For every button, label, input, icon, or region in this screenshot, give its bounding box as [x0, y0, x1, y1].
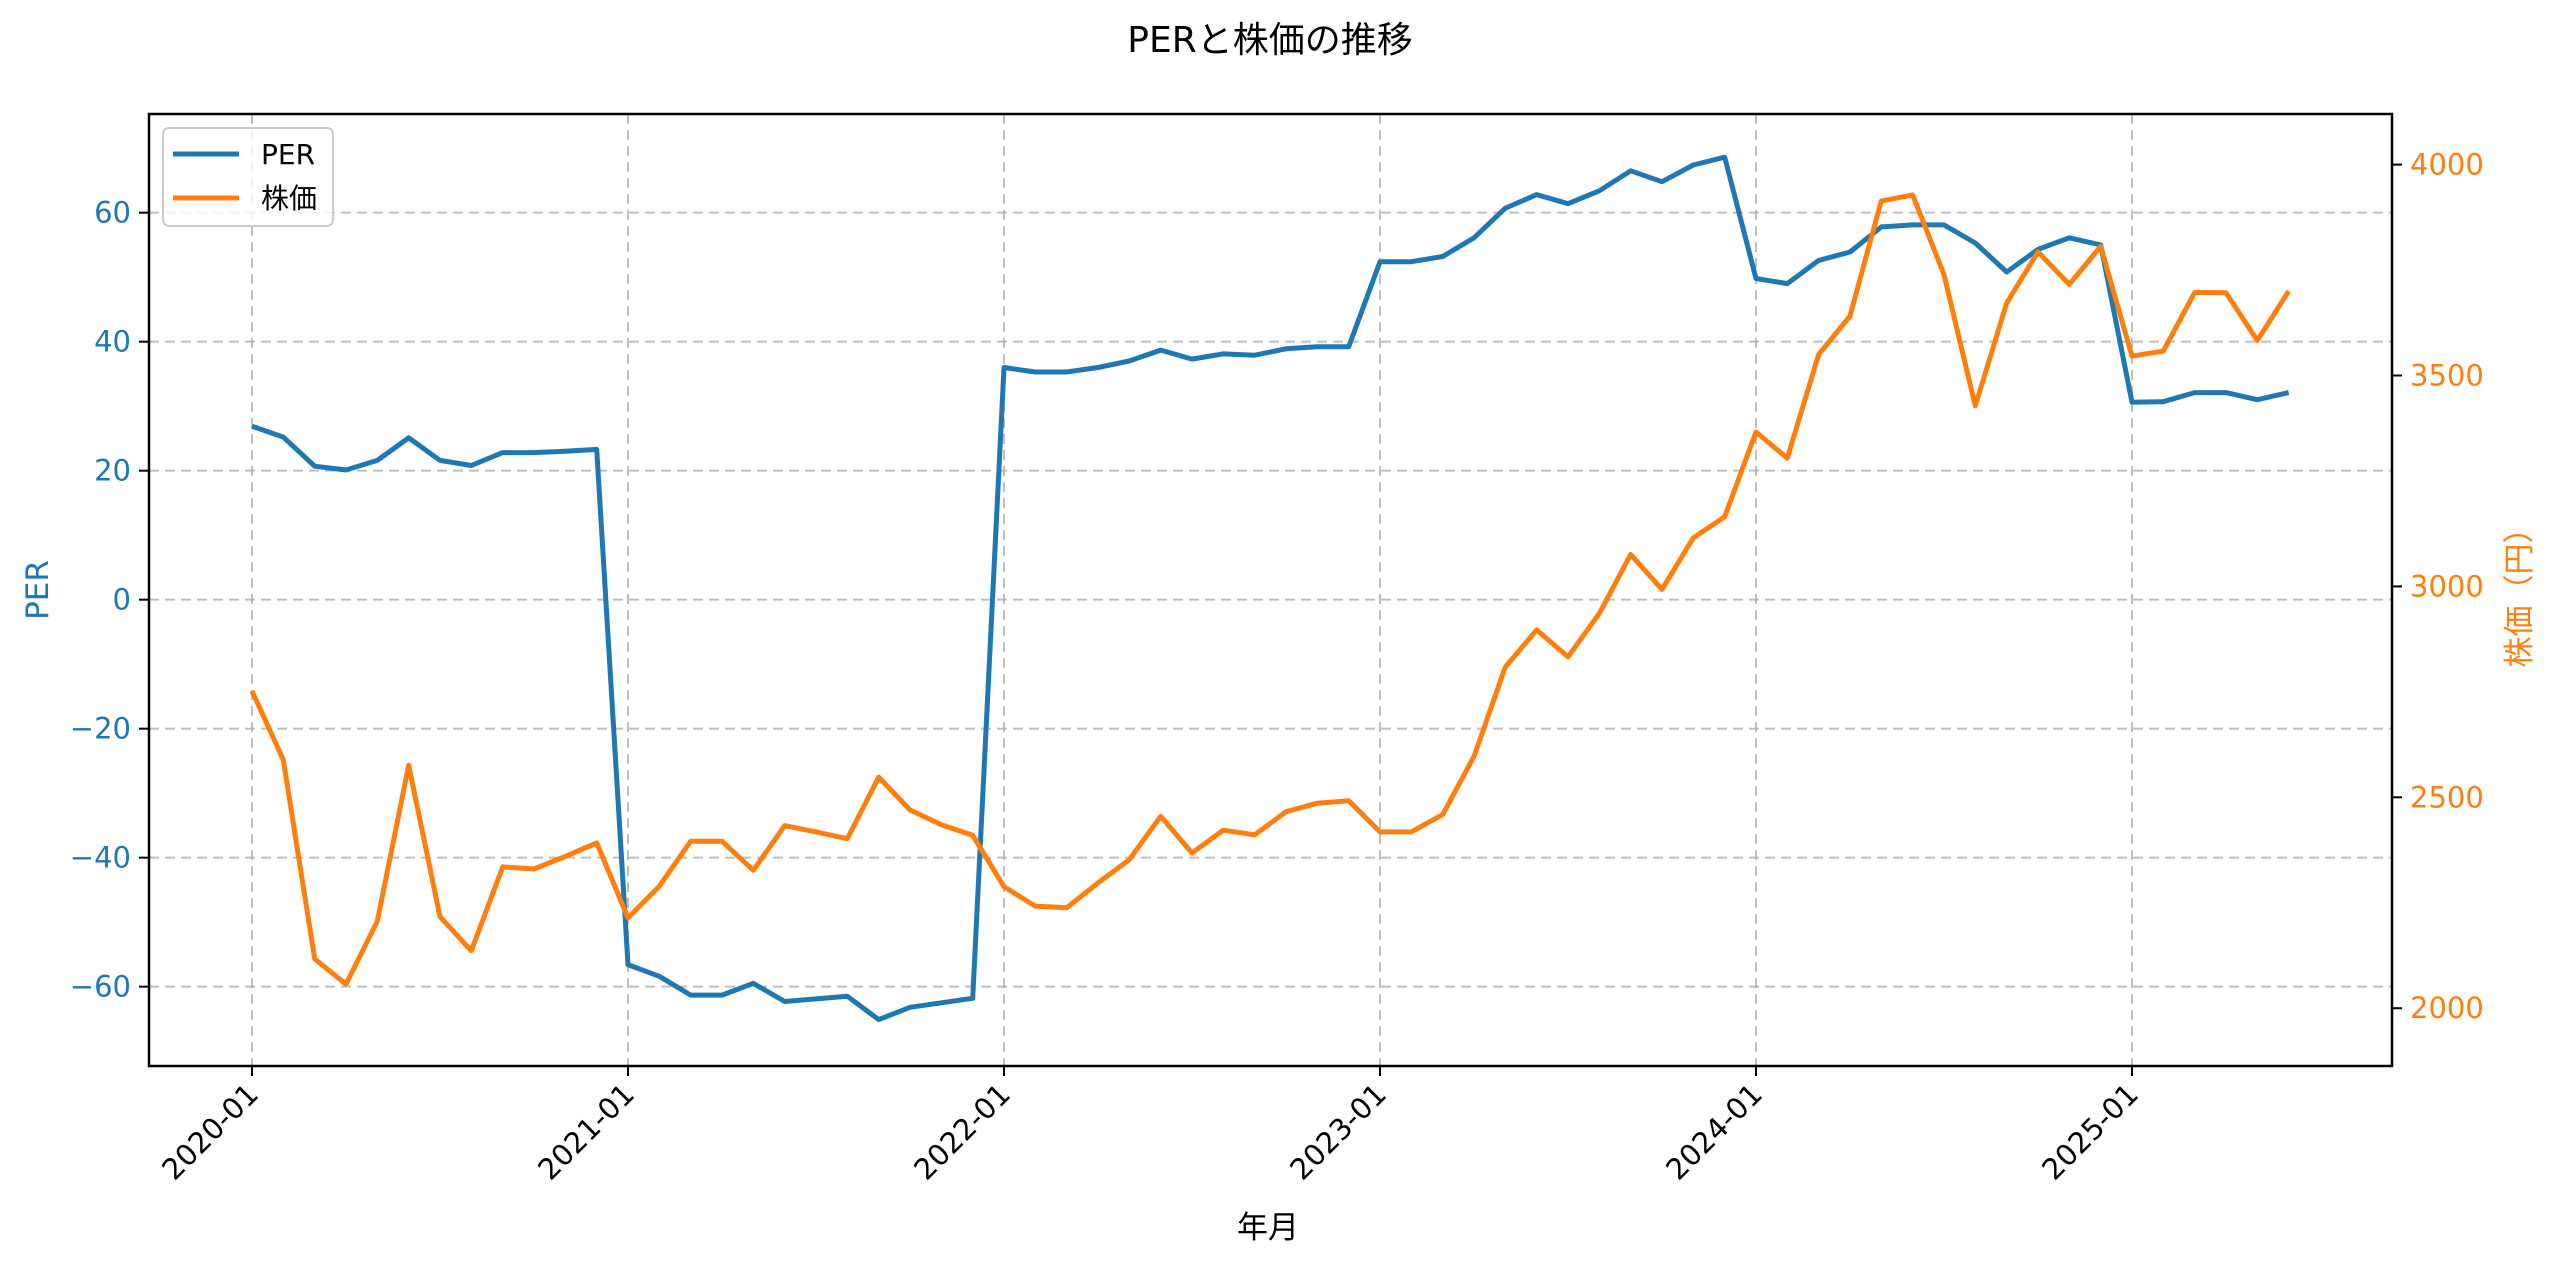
x-axis-label: 年月 [1237, 1210, 1299, 1246]
left-tick-label: −60 [70, 970, 131, 1004]
legend-label-price: 株価 [261, 182, 317, 215]
right-tick-label: 2000 [2410, 991, 2484, 1025]
grid-lines [149, 114, 2392, 1066]
x-axis: 2020-01 2021-01 2022-01 2023-01 2024-01 2025-… [155, 1066, 2145, 1187]
right-tick-label: 4000 [2410, 148, 2484, 182]
left-tick-label: −20 [70, 712, 131, 746]
x-tick-label: 2025-01 [2035, 1077, 2145, 1187]
legend-label-per: PER [261, 138, 315, 171]
right-tick-label: 3000 [2410, 569, 2484, 603]
right-tick-label: 3500 [2410, 359, 2484, 393]
x-tick-label: 2020-01 [155, 1077, 265, 1187]
left-tick-label: 0 [113, 583, 131, 617]
left-tick-label: 40 [94, 325, 131, 359]
chart-title: PERと株価の推移 [1127, 20, 1412, 61]
series-lines [249, 154, 2291, 1023]
price-line [249, 192, 2291, 987]
legend: PER 株価 [162, 127, 334, 227]
left-axis-label: PER [20, 560, 56, 620]
plot-frame [147, 112, 2394, 1068]
right-tick-label: 2500 [2410, 780, 2484, 814]
left-tick-label: 60 [94, 196, 131, 230]
per-line [251, 154, 2290, 1023]
x-tick-label: 2023-01 [1283, 1077, 1393, 1187]
left-tick-label: 20 [94, 454, 131, 488]
x-tick-label: 2021-01 [531, 1077, 641, 1187]
x-tick-label: 2022-01 [907, 1077, 1017, 1187]
left-y-axis: 60 40 20 0 −20 −40 −60 [70, 196, 149, 1004]
right-y-axis: 4000 3500 3000 2500 2000 [2392, 148, 2484, 1025]
left-tick-label: −40 [70, 841, 131, 875]
x-tick-label: 2024-01 [1659, 1077, 1769, 1187]
right-axis-label: 株価（円） [2502, 513, 2538, 668]
